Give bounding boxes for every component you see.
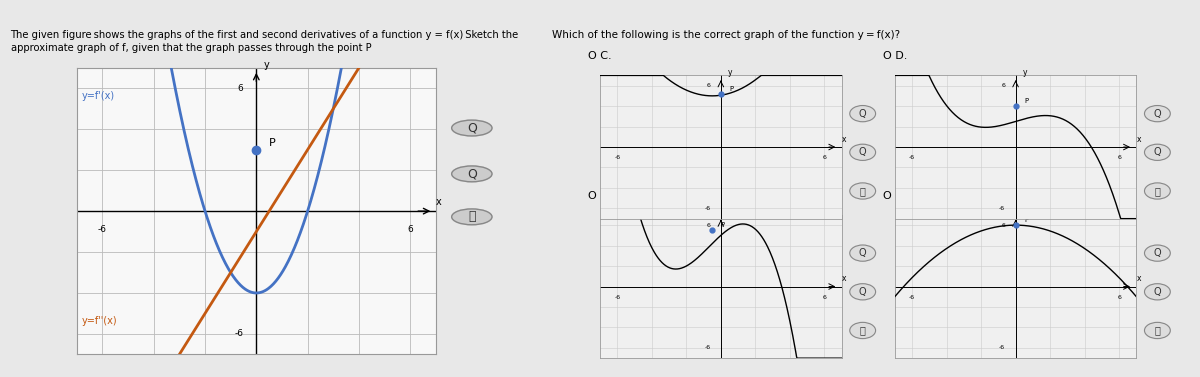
Text: 6: 6 <box>1117 295 1121 300</box>
Text: Q: Q <box>1153 109 1162 119</box>
Circle shape <box>1145 284 1170 300</box>
Text: Q: Q <box>467 121 476 135</box>
Text: ⧈: ⧈ <box>1154 325 1160 336</box>
Circle shape <box>1145 106 1170 122</box>
Text: -6: -6 <box>908 155 916 160</box>
Circle shape <box>850 144 876 161</box>
Text: x: x <box>436 197 442 207</box>
Text: x: x <box>841 274 846 284</box>
Text: P: P <box>1024 98 1028 104</box>
Text: Q: Q <box>859 248 866 258</box>
Circle shape <box>850 284 876 300</box>
Text: -6: -6 <box>1000 206 1006 211</box>
Circle shape <box>850 245 876 261</box>
Text: The given figure shows the graphs of the first and second derivatives of a funct: The given figure shows the graphs of the… <box>11 30 518 53</box>
Text: 6: 6 <box>707 83 710 88</box>
Text: -6: -6 <box>908 295 916 300</box>
Text: y: y <box>727 208 732 217</box>
Text: ⧈: ⧈ <box>1154 186 1160 196</box>
Text: -6: -6 <box>614 155 620 160</box>
Circle shape <box>1145 245 1170 261</box>
Text: P: P <box>269 138 276 148</box>
Circle shape <box>850 322 876 339</box>
Text: ⧈: ⧈ <box>859 325 865 336</box>
Text: Q: Q <box>1153 147 1162 157</box>
Text: P: P <box>730 86 733 92</box>
Text: y: y <box>727 68 732 77</box>
Text: x: x <box>1136 135 1141 144</box>
Text: ⧈: ⧈ <box>468 210 475 223</box>
Text: 6: 6 <box>1117 155 1121 160</box>
Text: Q: Q <box>859 109 866 119</box>
Text: P: P <box>721 222 725 228</box>
Text: -6: -6 <box>98 225 107 234</box>
Text: x: x <box>841 135 846 144</box>
Text: y: y <box>264 60 270 70</box>
Circle shape <box>451 120 492 136</box>
Text: 6: 6 <box>1001 223 1006 228</box>
Text: Q: Q <box>1153 287 1162 297</box>
Text: O A.: O A. <box>588 190 611 201</box>
Text: y: y <box>1022 208 1027 217</box>
Text: P: P <box>1024 217 1028 223</box>
Text: 6: 6 <box>407 225 413 234</box>
Text: -6: -6 <box>704 206 710 211</box>
Circle shape <box>1145 144 1170 161</box>
Text: y=f''(x): y=f''(x) <box>82 316 118 326</box>
Text: 6: 6 <box>707 223 710 228</box>
Text: -6: -6 <box>234 329 244 339</box>
Circle shape <box>1145 322 1170 339</box>
Text: 6: 6 <box>822 295 827 300</box>
Text: 6: 6 <box>238 84 244 93</box>
Circle shape <box>850 106 876 122</box>
Text: Q: Q <box>467 167 476 180</box>
Text: -6: -6 <box>1000 345 1006 350</box>
Text: O B.: O B. <box>883 190 906 201</box>
Circle shape <box>451 209 492 225</box>
Text: Which of the following is the correct graph of the function y = f(x)?: Which of the following is the correct gr… <box>552 30 900 40</box>
Text: y=f'(x): y=f'(x) <box>82 90 115 101</box>
Text: Q: Q <box>859 147 866 157</box>
Circle shape <box>1145 183 1170 199</box>
Circle shape <box>850 183 876 199</box>
Text: y: y <box>1022 68 1027 77</box>
Text: O C.: O C. <box>588 51 612 61</box>
Circle shape <box>451 166 492 182</box>
Text: ⧈: ⧈ <box>859 186 865 196</box>
Text: -6: -6 <box>614 295 620 300</box>
Text: Q: Q <box>1153 248 1162 258</box>
Text: Q: Q <box>859 287 866 297</box>
Text: -6: -6 <box>704 345 710 350</box>
Text: x: x <box>1136 274 1141 284</box>
Text: O D.: O D. <box>883 51 907 61</box>
Text: 6: 6 <box>1001 83 1006 88</box>
Text: 6: 6 <box>822 155 827 160</box>
